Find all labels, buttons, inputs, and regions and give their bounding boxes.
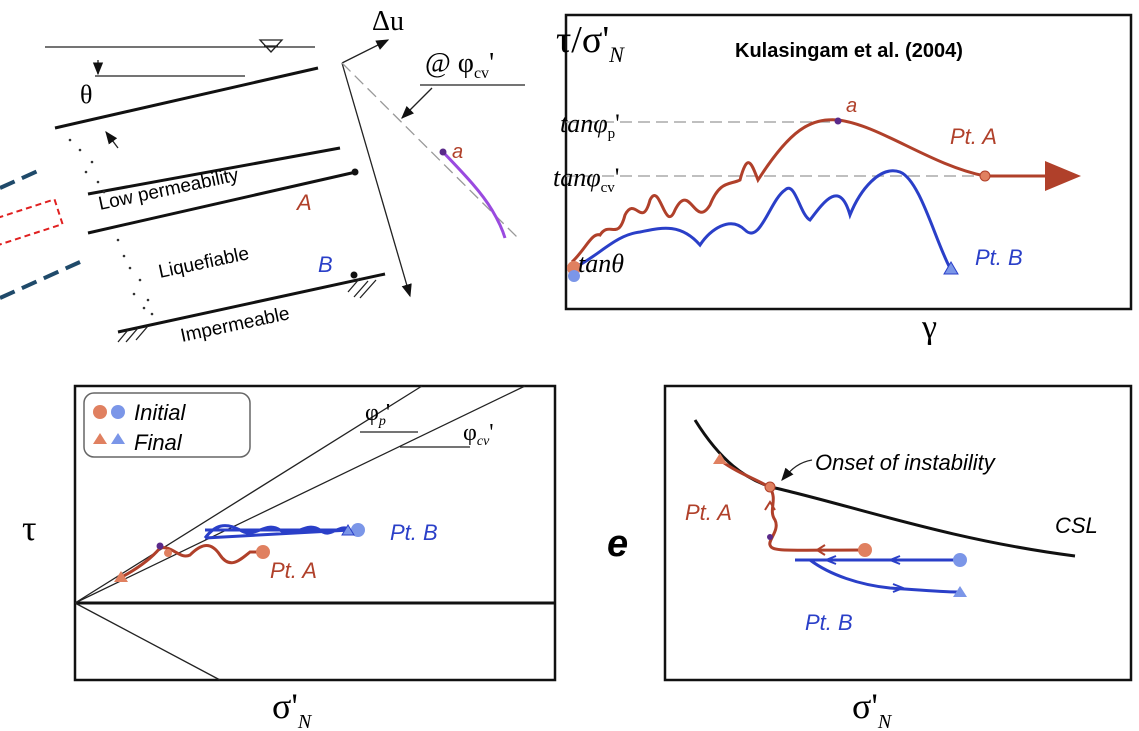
line-label: φp' (365, 400, 390, 429)
layer-label: Liquefiable (157, 243, 251, 283)
theta-label: θ (80, 80, 92, 109)
stress-strain-panel: τ/σ'N Kulasingam et al. (2004) tanφp' ta… (553, 13, 1133, 346)
delta-u-label: Δu (372, 6, 404, 37)
level-label: tanφp' (560, 109, 620, 142)
pt-b-label: Pt. B (390, 520, 438, 545)
text-part: φ (365, 400, 379, 426)
point-a-label: A (295, 190, 312, 215)
text-part: ' (615, 109, 620, 138)
x-axis-label: σ'N (272, 686, 313, 731)
csl-label: CSL (1055, 513, 1098, 538)
level-label: tanθ (578, 249, 624, 278)
text-part: cv (474, 65, 489, 82)
point-label: a (452, 141, 463, 163)
y-axis-label: τ/σ'N (556, 19, 625, 67)
point-b-label: B (318, 252, 333, 277)
text-part: tanφ (560, 109, 608, 138)
text-part: ' (615, 163, 620, 192)
level-label: tanφcv' (553, 163, 619, 196)
text-part: cv (601, 180, 616, 196)
pt-b-label: Pt. B (805, 610, 853, 635)
text-part: φ (463, 420, 477, 446)
text-part: N (877, 711, 893, 731)
text-part: σ' (272, 686, 298, 726)
y-axis-label: τ (22, 508, 36, 548)
stress-path-panel: Initial Final φp' φcv' Pt. B Pt. A τ σ'N (22, 384, 557, 731)
y-axis-label: e (607, 523, 628, 565)
text-part: N (297, 711, 313, 731)
layer-label: Low permeability (97, 165, 241, 215)
legend-label: Final (134, 430, 183, 455)
text-part: σ' (852, 686, 878, 726)
x-axis-label: γ (921, 309, 937, 346)
void-ratio-panel: Onset of instability CSL Pt. A Pt. B e σ… (607, 384, 1133, 731)
text-part: p (608, 126, 616, 142)
pt-a-label: Pt. A (685, 500, 732, 525)
layer-label: Impermeable (179, 303, 292, 347)
text-part: ' (489, 48, 494, 79)
pt-a-label: Pt. A (270, 558, 317, 583)
pt-b-label: Pt. B (975, 245, 1023, 270)
annotation: Onset of instability (815, 450, 997, 475)
text-part: @ φ (425, 48, 474, 79)
x-axis-label: σ'N (852, 686, 893, 731)
line-label: φcv' (463, 420, 494, 449)
text-part: p (378, 414, 386, 429)
text-part: ' (386, 400, 390, 426)
text-part: τ/σ' (556, 19, 609, 61)
citation: Kulasingam et al. (2004) (735, 40, 963, 62)
text-part: ' (489, 420, 493, 446)
text-part: cv (477, 434, 490, 449)
text-part: N (608, 42, 625, 67)
text-part: tanφ (553, 163, 601, 192)
legend-label: Initial (134, 400, 186, 425)
slope-panel: θ Low permeability Liquefiable Impermeab… (0, 6, 525, 347)
phi-cv-label: @ φcv' (425, 48, 494, 82)
point-label: a (846, 95, 857, 117)
pt-a-label: Pt. A (950, 124, 997, 149)
